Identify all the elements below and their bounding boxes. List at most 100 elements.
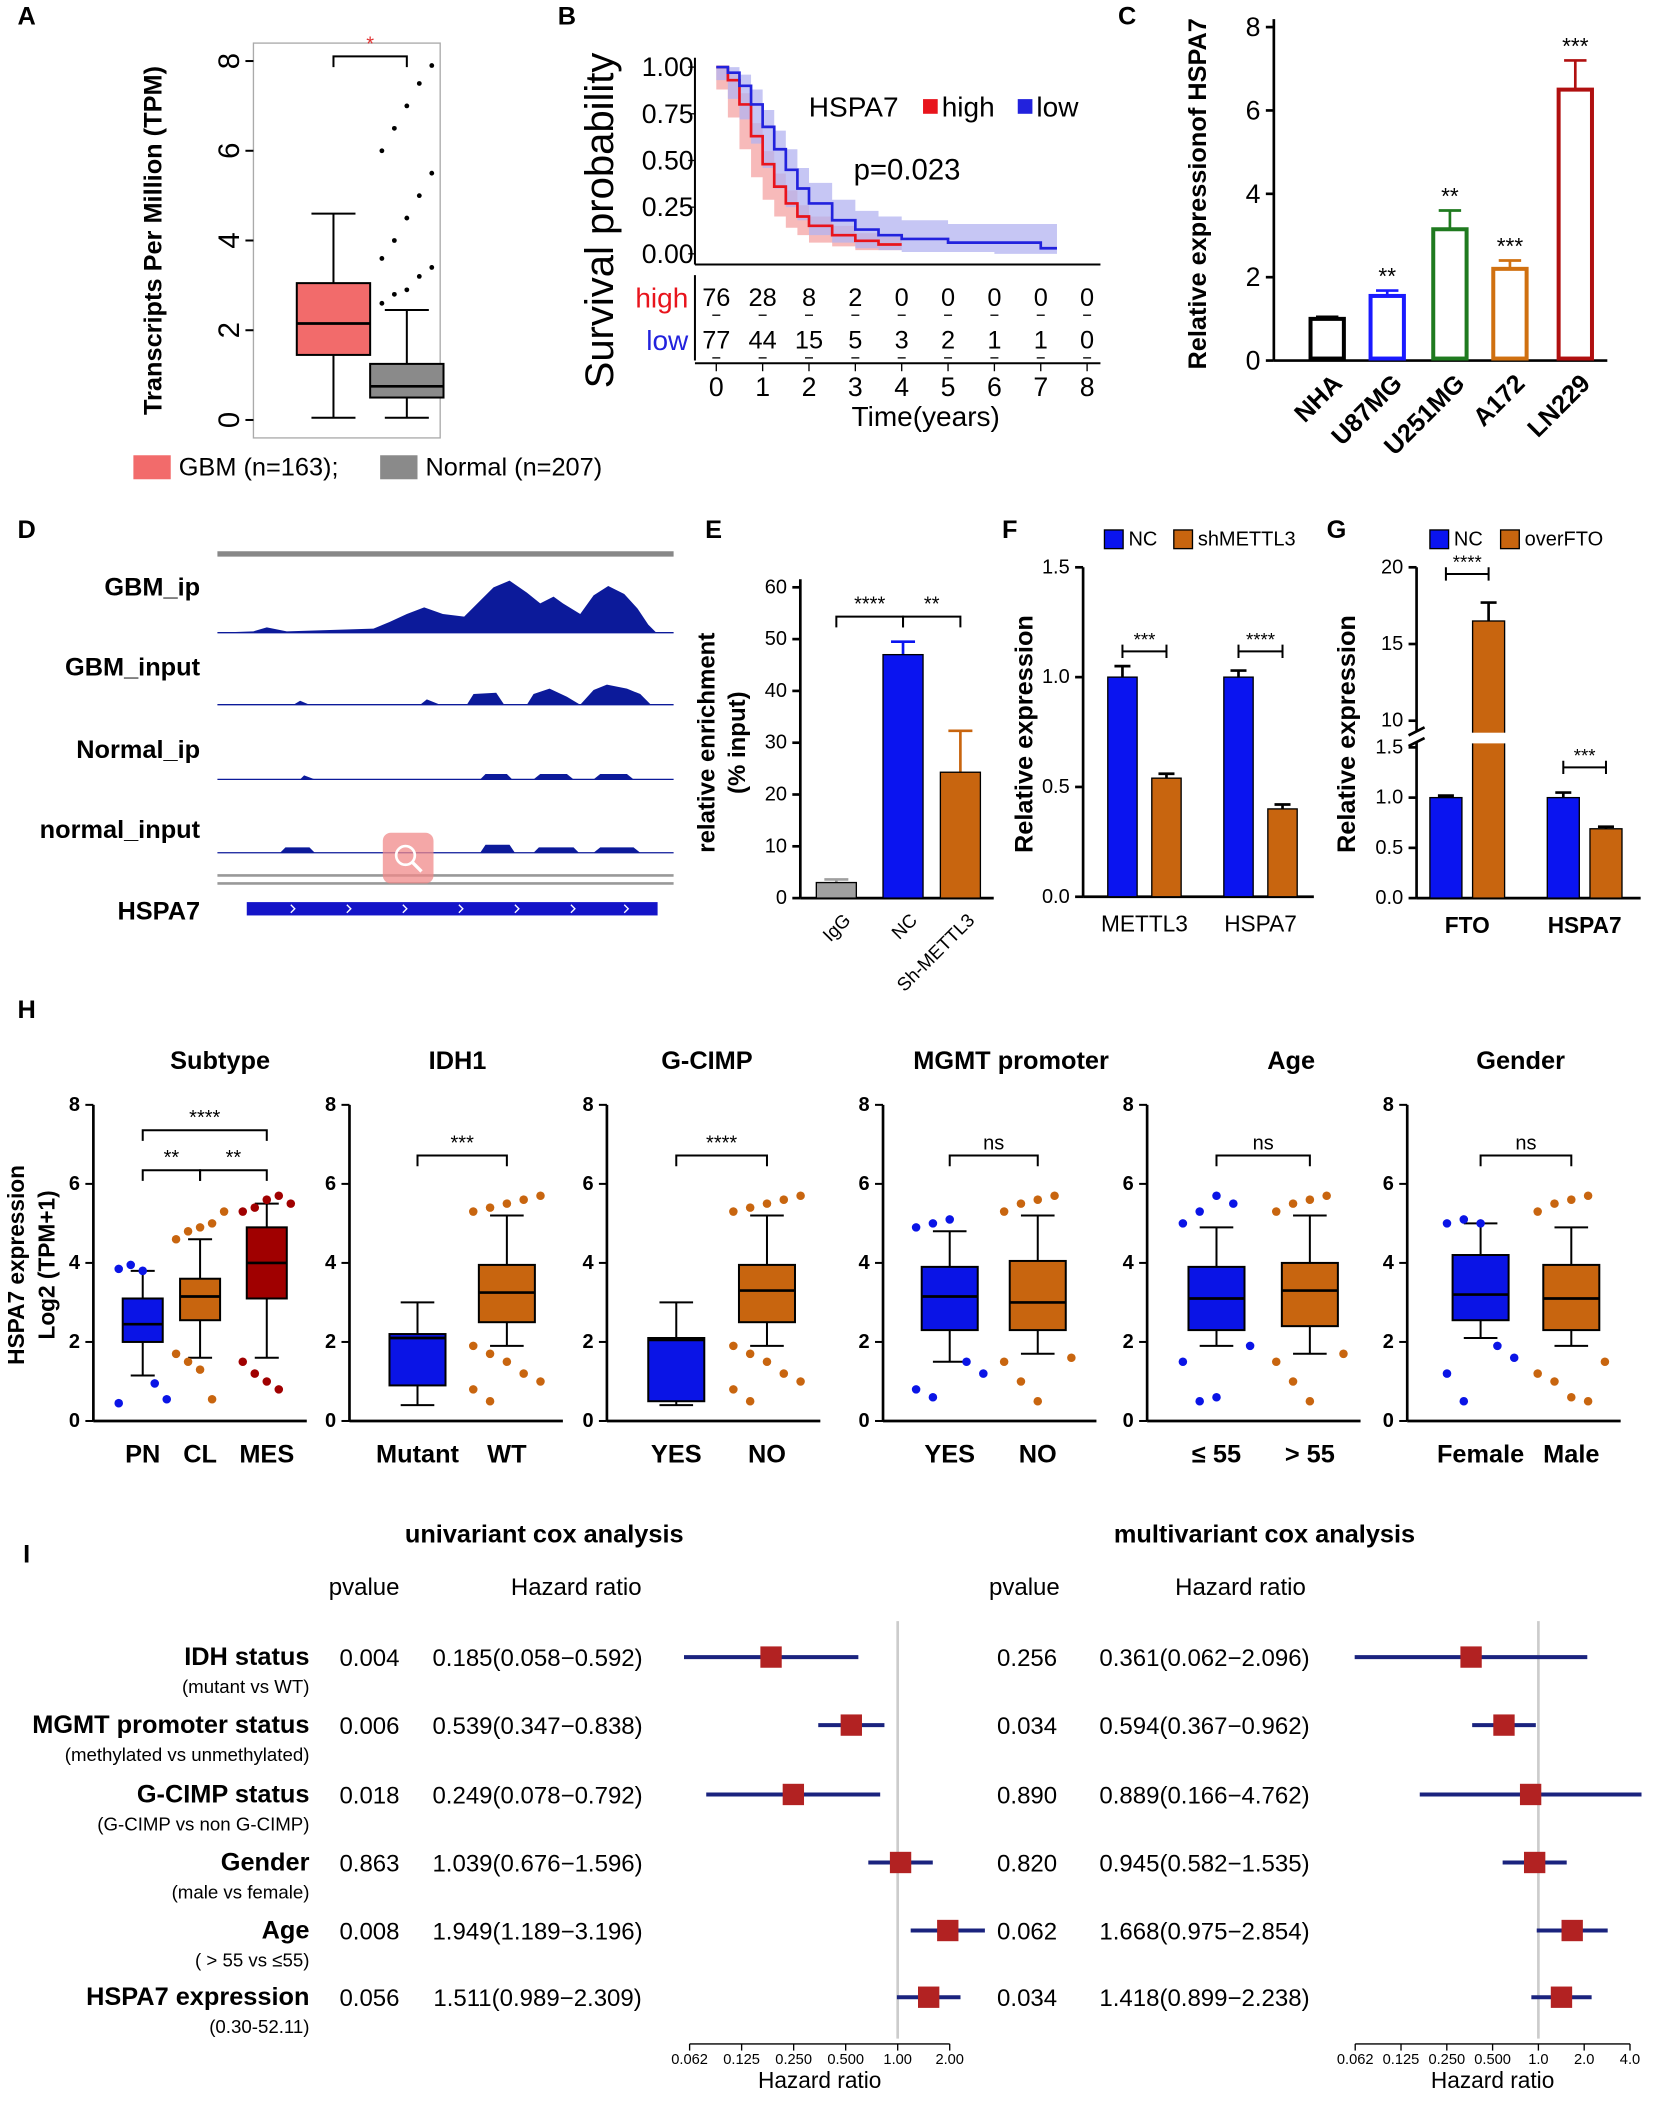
significance-bracket [141, 1129, 268, 1141]
row-sublabel: (methylated vs unmethylated) [65, 1744, 310, 1765]
outlier [745, 1396, 755, 1406]
y-tick-label: 0 [213, 412, 246, 428]
y-tick-label: 10 [1381, 710, 1403, 732]
x-tick-label: FTO [1445, 912, 1490, 938]
y-tick-label: 60 [765, 576, 787, 598]
x-tick-label: 5 [941, 372, 956, 402]
outlier [796, 1377, 805, 1386]
hazard-ratio-label: 1.039(0.676−1.596) [432, 1850, 642, 1877]
legend-swatch [1429, 529, 1450, 550]
hazard-ratio-marker [1550, 1986, 1573, 2008]
y-tick-label: 0 [776, 887, 787, 909]
x-tick-label: 4.0 [1620, 2052, 1640, 2068]
outlier [250, 1203, 260, 1212]
y-axis-label: HSPA7 expression [3, 1165, 29, 1365]
significance-label: ** [1441, 183, 1459, 209]
outlier [729, 1341, 738, 1351]
bar [1589, 828, 1623, 899]
risk-count: 76 [702, 284, 730, 312]
outlier [150, 1379, 159, 1388]
p-value: 0.056 [339, 1985, 399, 2012]
y-tick-label: 2 [859, 1331, 870, 1353]
outlier [379, 300, 385, 306]
hazard-ratio-label: 0.594(0.367−0.962) [1099, 1713, 1309, 1740]
hazard-ratio-label: 0.945(0.582−1.535) [1099, 1850, 1309, 1877]
outlier [114, 1264, 123, 1274]
outlier [745, 1203, 755, 1212]
box [1008, 1259, 1067, 1332]
zoom-button[interactable] [382, 832, 434, 884]
legend-label: shMETTL3 [1198, 528, 1296, 550]
axis-break [1407, 726, 1426, 737]
outlier [536, 1191, 545, 1201]
row-sublabel: (male vs female) [172, 1881, 310, 1902]
x-tick-label: 3 [848, 372, 863, 402]
chart-title: Gender [1476, 1047, 1565, 1075]
outlier [762, 1199, 772, 1208]
box [179, 1277, 222, 1322]
risk-count: 0 [1034, 284, 1048, 312]
outlier [1567, 1393, 1576, 1402]
y-tick-label: 2 [1246, 262, 1261, 292]
y-tick-label: 0 [325, 1410, 336, 1432]
y-tick-label: 0 [1383, 1410, 1394, 1432]
outlier [1288, 1199, 1298, 1208]
outlier [729, 1207, 738, 1216]
significance-label: ns [1253, 1133, 1274, 1155]
y-tick-label: 0 [1246, 346, 1261, 376]
hazard-ratio-marker [889, 1851, 912, 1874]
legend-label: GBM (n=163); [179, 453, 339, 481]
outlier [286, 1199, 296, 1208]
hazard-ratio-label: 0.361(0.062−2.096) [1099, 1645, 1309, 1672]
risk-count: 2 [848, 284, 862, 312]
hazard-ratio-marker [937, 1919, 959, 1942]
outlier [1493, 1341, 1502, 1351]
box [920, 1265, 979, 1332]
y-tick-label: 4 [325, 1252, 337, 1274]
legend-swatch [923, 99, 938, 114]
y-tick-label: 6 [1383, 1173, 1394, 1195]
box [1451, 1254, 1510, 1322]
x-tick-label: LN229 [1522, 369, 1596, 443]
outlier [485, 1203, 495, 1212]
x-tick-label: HSPA7 [1224, 910, 1297, 936]
outlier [779, 1195, 789, 1204]
outlier [1033, 1195, 1043, 1204]
significance-bracket [416, 1154, 508, 1167]
outlier [1212, 1393, 1221, 1402]
y-tick-label: 6 [325, 1173, 336, 1195]
bar [1431, 227, 1469, 361]
outlier [162, 1394, 172, 1404]
track-panel [217, 551, 674, 916]
y-tick-label: 4 [1123, 1252, 1135, 1274]
outlier [1305, 1396, 1315, 1406]
bar-break-gap [1471, 732, 1506, 744]
legend-label: high [942, 92, 995, 123]
significance-label: ns [1515, 1133, 1536, 1155]
x-axis-label: Time(years) [852, 401, 1000, 432]
survival-curve [716, 65, 1057, 250]
y-axis-label: Survival probability [578, 53, 622, 389]
outlier [1459, 1396, 1469, 1406]
risk-count: 1 [987, 327, 1001, 355]
outlier [1476, 1219, 1485, 1228]
p-value: 0.034 [997, 1713, 1057, 1740]
y-tick-label: 2 [1123, 1331, 1134, 1353]
y-tick-label: 0.50 [642, 145, 694, 175]
y-tick-label: 8 [582, 1094, 593, 1116]
hazard-ratio-marker [1561, 1919, 1583, 1942]
legend-label: low [1036, 92, 1079, 123]
y-tick-label: 15 [1381, 633, 1403, 655]
x-tick-label: YES [651, 1440, 702, 1468]
y-tick-label: 0 [1123, 1410, 1134, 1432]
box [737, 1263, 796, 1324]
y-axis-label: Relative expression [1333, 615, 1361, 853]
y-tick-label: 1.0 [1042, 666, 1070, 688]
outlier [207, 1219, 217, 1228]
risk-count: 44 [749, 327, 777, 355]
x-tick-label: 2.00 [935, 2052, 964, 2068]
x-tick-label: 8 [1080, 372, 1095, 402]
outlier [379, 256, 385, 261]
outlier [962, 1357, 971, 1366]
